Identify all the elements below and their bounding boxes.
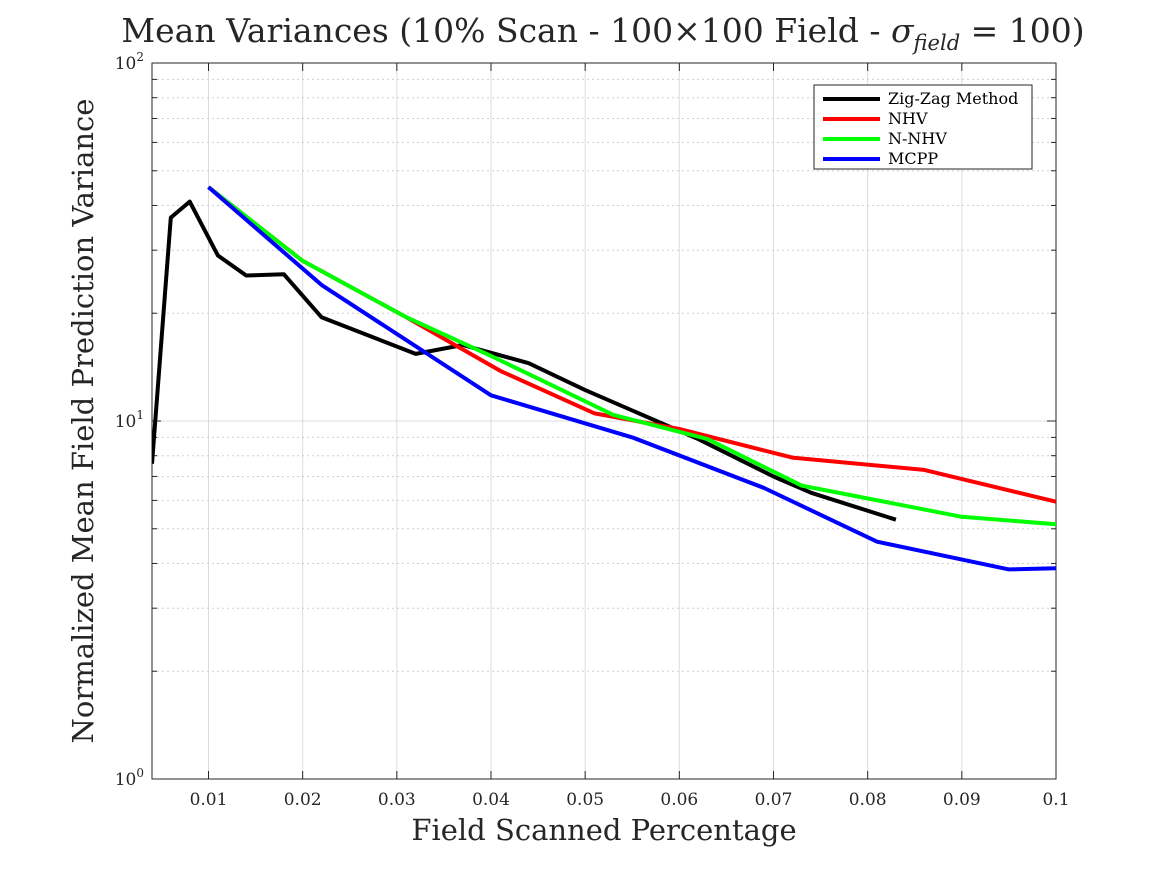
- series-line-2: [207, 185, 1056, 527]
- title-subscript: field: [912, 31, 961, 55]
- x-tick-label: 0.1: [1042, 790, 1069, 810]
- legend-label: MCPP: [888, 149, 938, 168]
- legend-label: N-NHV: [888, 129, 947, 148]
- y-tick-label: 100: [115, 766, 144, 790]
- legend-label: NHV: [888, 109, 928, 128]
- series-line-1: [207, 185, 1056, 504]
- title-sigma: σ: [891, 11, 915, 50]
- axis-ticks: 0.01 0.02 0.03 0.04 0.05 0.06 0.07 0.08 0.09 0.1 1…: [115, 50, 1070, 810]
- series-line-3: [207, 185, 1056, 572]
- x-tick-label: 0.07: [755, 790, 793, 810]
- series-lines: [152, 185, 1056, 572]
- y-tick-label: 102: [115, 50, 144, 74]
- x-tick-label: 0.08: [849, 790, 887, 810]
- title-tail: = 100): [960, 11, 1085, 50]
- title-main: Mean Variances (10% Scan - 100×100 Field…: [121, 11, 891, 50]
- x-tick-label: 0.05: [566, 790, 604, 810]
- x-tick-label: 0.09: [943, 790, 981, 810]
- y-axis-label: Normalized Mean Field Prediction Varianc…: [66, 99, 100, 744]
- x-tick-label: 0.03: [378, 790, 416, 810]
- series-line-0: [152, 199, 897, 522]
- grid: [152, 62, 1057, 780]
- x-tick-label: 0.06: [660, 790, 698, 810]
- x-tick-label: 0.04: [472, 790, 510, 810]
- x-axis-label: Field Scanned Percentage: [411, 813, 796, 847]
- x-tick-label: 0.02: [284, 790, 322, 810]
- x-tick-label: 0.01: [190, 790, 228, 810]
- y-tick-label: 101: [115, 408, 144, 432]
- chart-title: Mean Variances (10% Scan - 100×100 Field…: [121, 11, 1084, 55]
- legend-label: Zig-Zag Method: [888, 89, 1018, 108]
